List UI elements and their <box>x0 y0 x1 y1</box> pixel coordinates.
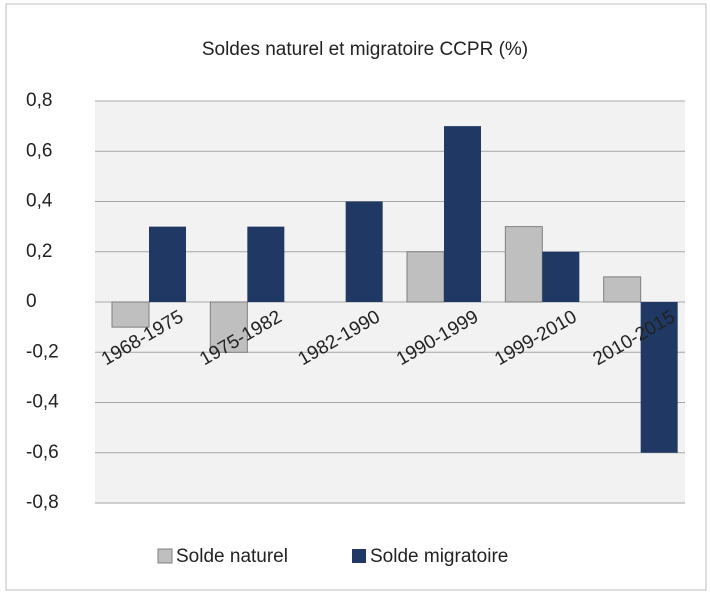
y-tick-label: -0,8 <box>26 492 59 513</box>
y-tick-label: -0,6 <box>26 442 59 463</box>
bar <box>504 226 543 303</box>
legend-label: Solde migratoire <box>370 546 508 567</box>
bar <box>640 302 678 453</box>
y-tick-label: 0,2 <box>26 241 52 262</box>
y-tick-label: 0,6 <box>26 140 52 161</box>
bar <box>149 226 186 302</box>
y-tick-label: 0,8 <box>26 90 52 111</box>
bar <box>406 251 445 303</box>
legend-swatch <box>352 549 366 563</box>
bar <box>209 301 248 353</box>
bar <box>111 301 150 328</box>
legend-swatch <box>157 548 173 564</box>
bar <box>444 126 481 302</box>
y-tick-label: 0,4 <box>26 191 53 212</box>
bar <box>542 251 580 302</box>
y-tick-label: -0,2 <box>26 341 59 362</box>
chart-title: Soldes naturel et migratoire CCPR (%) <box>202 39 528 60</box>
bar <box>603 276 642 303</box>
y-tick-label: 0 <box>26 291 37 312</box>
bar <box>247 226 285 302</box>
bar <box>345 201 383 302</box>
y-tick-label: -0,4 <box>26 392 59 413</box>
legend-label: Solde naturel <box>176 546 288 567</box>
